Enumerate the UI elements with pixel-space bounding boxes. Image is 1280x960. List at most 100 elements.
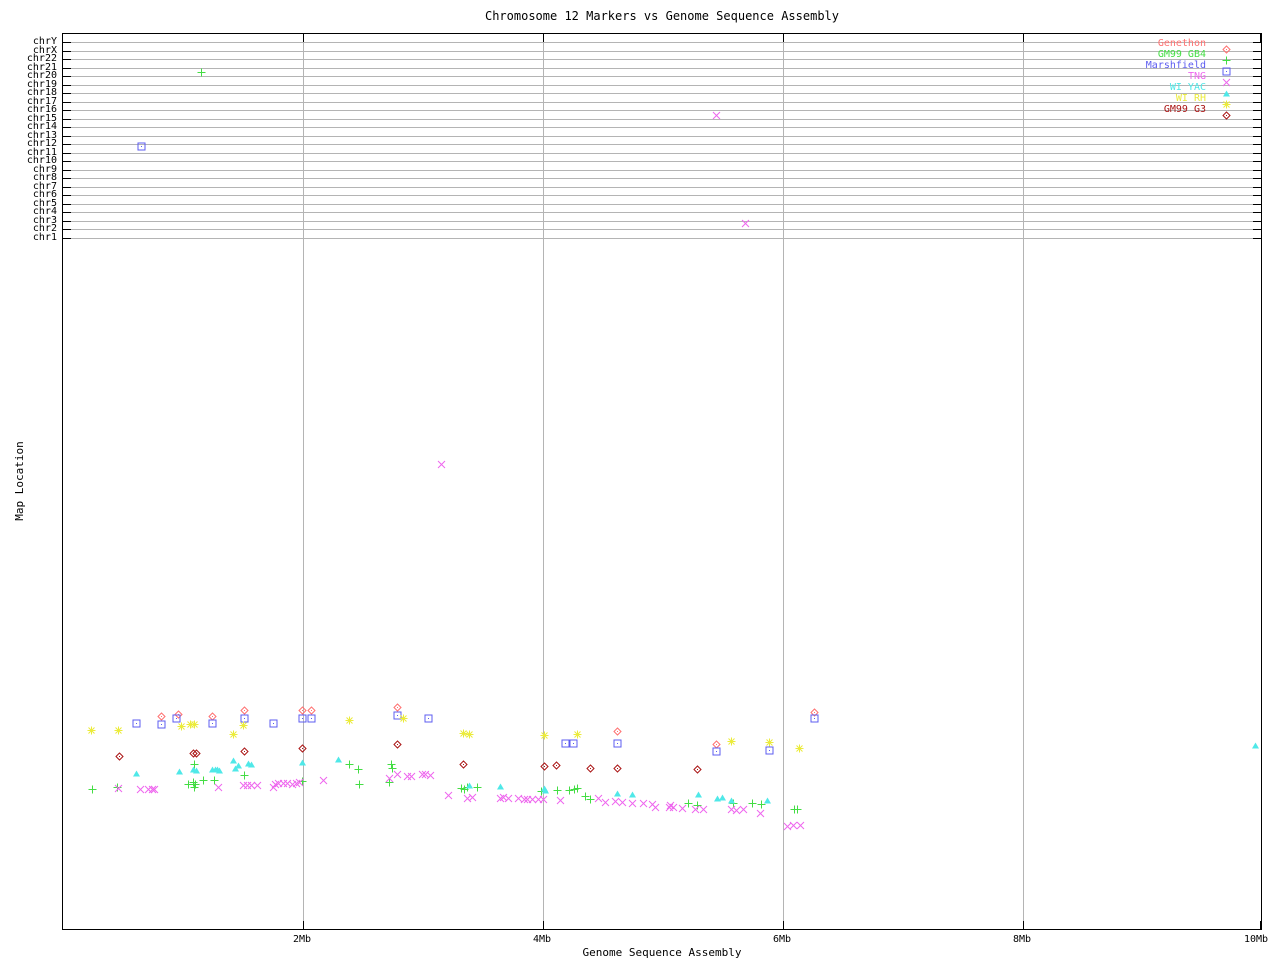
data-point (298, 706, 307, 715)
legend-entry-marker (1222, 61, 1231, 76)
y-axis-tick-label: chr10 (26, 155, 57, 166)
y-axis-tick-label: chr18 (26, 87, 57, 98)
x-axis-tick-label: 6Mb (772, 934, 792, 945)
data-point (613, 739, 622, 748)
x-tick-bottom (1023, 921, 1024, 929)
y-tick-left (63, 42, 71, 43)
x-axis-label: Genome Sequence Assembly (582, 946, 742, 959)
data-point (239, 721, 248, 730)
y-tick-right (1253, 178, 1261, 179)
gridline-horizontal (63, 102, 1261, 103)
y-tick-left (63, 212, 71, 213)
data-point (628, 799, 637, 808)
x-tick-bottom (543, 921, 544, 929)
data-point (601, 798, 610, 807)
legend-entry-label: GM99 GB4 (1157, 49, 1206, 60)
data-point (437, 460, 446, 469)
y-axis-tick-label: chr13 (26, 130, 57, 141)
data-point (712, 747, 721, 756)
y-axis-tick-label: chr5 (32, 198, 57, 209)
y-tick-left (63, 221, 71, 222)
y-axis-tick-label: chr12 (26, 138, 57, 149)
y-tick-left (63, 187, 71, 188)
data-point (514, 794, 523, 803)
data-point (684, 799, 693, 808)
data-point (727, 737, 736, 746)
gridline-horizontal (63, 93, 1261, 94)
data-point (307, 714, 316, 723)
y-axis-tick-label: chr19 (26, 79, 57, 90)
data-point (229, 756, 238, 765)
data-point (540, 731, 549, 740)
data-point (586, 764, 595, 773)
data-point (756, 809, 765, 818)
x-axis-tick-label: 4Mb (532, 934, 552, 945)
data-point (388, 764, 397, 773)
data-point (611, 797, 620, 806)
data-point (190, 760, 199, 769)
y-axis-tick-label: chr20 (26, 70, 57, 81)
gridline-horizontal (63, 153, 1261, 154)
data-point (639, 799, 648, 808)
y-axis-tick-label: chr14 (26, 121, 57, 132)
data-point (613, 727, 622, 736)
y-tick-left (63, 76, 71, 77)
x-tick-top (783, 34, 784, 42)
data-point (355, 780, 364, 789)
y-axis-tick-label: chr21 (26, 62, 57, 73)
gridline-horizontal (63, 42, 1261, 43)
data-point (810, 708, 819, 717)
data-point (393, 703, 402, 712)
data-point (175, 767, 184, 776)
data-point (87, 726, 96, 735)
y-tick-left (63, 59, 71, 60)
data-point (214, 783, 223, 792)
y-tick-left (63, 195, 71, 196)
data-point (618, 798, 627, 807)
y-tick-right (1253, 102, 1261, 103)
data-point (197, 68, 206, 77)
y-axis-tick-label: chr6 (32, 189, 57, 200)
data-point (240, 747, 249, 756)
gridline-horizontal (63, 68, 1261, 69)
gridline-horizontal (63, 178, 1261, 179)
x-axis-tick-label: 10Mb (1243, 934, 1269, 945)
y-tick-left (63, 85, 71, 86)
gridline-horizontal (63, 187, 1261, 188)
x-tick-top (1260, 34, 1261, 42)
data-point (208, 719, 217, 728)
data-point (565, 786, 574, 795)
data-point (319, 776, 328, 785)
y-axis-tick-label: chrY (32, 36, 57, 47)
y-axis-tick-label: chr9 (32, 164, 57, 175)
gridline-horizontal (63, 136, 1261, 137)
data-point (385, 774, 394, 783)
legend-entry-marker (1222, 83, 1231, 97)
data-point (393, 740, 402, 749)
gridline-horizontal (63, 119, 1261, 120)
y-axis-tick-label: chr1 (32, 232, 57, 243)
y-tick-right (1253, 59, 1261, 60)
data-point (539, 795, 548, 804)
data-point (210, 776, 219, 785)
data-point (114, 726, 123, 735)
data-point (712, 111, 721, 120)
legend-entry-marker (1222, 72, 1231, 87)
gridline-horizontal (63, 144, 1261, 145)
data-point (150, 785, 159, 794)
data-point (334, 755, 343, 764)
data-point (426, 771, 435, 780)
data-point (172, 714, 181, 723)
data-point (298, 758, 307, 767)
data-point (393, 770, 402, 779)
data-point (651, 803, 660, 812)
data-point (132, 719, 141, 728)
data-point (713, 794, 722, 803)
data-point (628, 790, 637, 799)
data-point (189, 778, 198, 787)
y-tick-right (1253, 170, 1261, 171)
legend-entry-label: WI RH (1175, 93, 1206, 104)
y-axis-tick-label: chr4 (32, 206, 57, 217)
y-tick-right (1253, 51, 1261, 52)
legend-entry-label: GM99 G3 (1163, 104, 1206, 115)
